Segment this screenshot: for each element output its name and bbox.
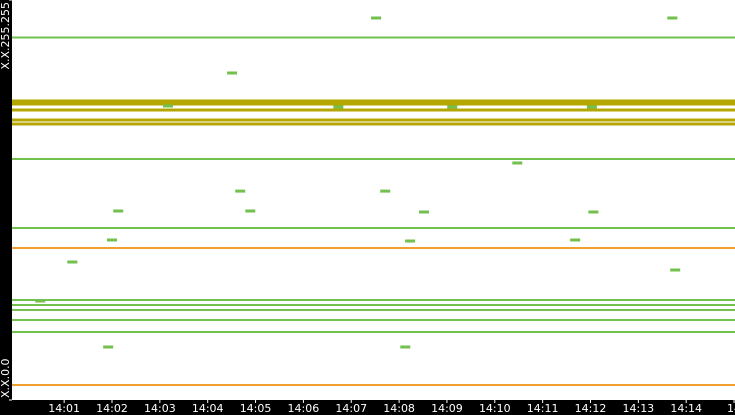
x-tick-label: 14:07 — [335, 402, 367, 415]
traffic-point — [447, 105, 458, 109]
traffic-point — [35, 299, 46, 303]
x-tick-label: 14 — [727, 402, 735, 415]
traffic-point — [103, 345, 114, 349]
traffic-point — [400, 345, 411, 349]
x-tick-label: 14:12 — [575, 402, 607, 415]
traffic-point — [588, 210, 599, 214]
traffic-point — [512, 161, 523, 165]
traffic-point — [227, 71, 238, 75]
y-axis-bar — [0, 0, 12, 415]
x-tick-label: 14:05 — [240, 402, 272, 415]
traffic-point — [245, 209, 256, 213]
x-tick-label: 14:03 — [144, 402, 176, 415]
traffic-point — [333, 105, 344, 109]
traffic-point — [162, 104, 173, 108]
traffic-point — [371, 16, 382, 20]
x-tick-label: 14:14 — [670, 402, 702, 415]
traffic-point — [107, 238, 118, 242]
traffic-point — [113, 209, 124, 213]
traffic-point — [586, 105, 597, 109]
traffic-point — [570, 238, 581, 242]
traffic-point — [235, 189, 246, 193]
x-tick-label: 14:02 — [96, 402, 128, 415]
traffic-point — [67, 260, 78, 264]
traffic-point — [670, 268, 681, 272]
x-tick-label: 14:08 — [383, 402, 415, 415]
y-tick-label: X.X.255.255 — [0, 2, 12, 70]
x-tick-label: 14:09 — [431, 402, 463, 415]
x-tick-label: 14:01 — [48, 402, 80, 415]
x-axis-bar — [0, 400, 735, 415]
traffic-point — [418, 210, 429, 214]
traffic-point — [380, 189, 391, 193]
x-tick-label: 14:04 — [192, 402, 224, 415]
y-tick-label: X.X.0.0 — [0, 358, 12, 398]
traffic-point — [405, 239, 416, 243]
traffic-point — [667, 16, 678, 20]
x-tick-label: 14:13 — [622, 402, 654, 415]
x-tick-label: 14:10 — [479, 402, 511, 415]
x-tick-label: 14:11 — [527, 402, 559, 415]
x-tick-label: 14:06 — [288, 402, 320, 415]
